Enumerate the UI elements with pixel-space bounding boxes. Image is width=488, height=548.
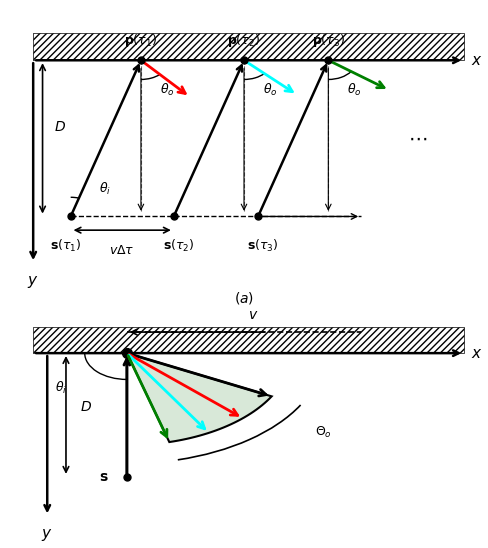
Text: $\mathbf{p}(\tau_1)$: $\mathbf{p}(\tau_1)$ bbox=[124, 32, 158, 49]
Polygon shape bbox=[127, 353, 272, 442]
Text: $\cdots$: $\cdots$ bbox=[407, 129, 427, 148]
Text: $\mathbf{s}(\tau_1)$: $\mathbf{s}(\tau_1)$ bbox=[50, 238, 82, 254]
Text: $v$: $v$ bbox=[248, 307, 259, 322]
Text: $y$: $y$ bbox=[27, 274, 39, 290]
Text: $\theta_o$: $\theta_o$ bbox=[160, 82, 174, 98]
Text: $\mathbf{s}$: $\mathbf{s}$ bbox=[99, 470, 108, 484]
Text: $D$: $D$ bbox=[54, 121, 66, 134]
Text: $\theta_o$: $\theta_o$ bbox=[263, 82, 277, 98]
Text: $\mathbf{p}(\tau_2)$: $\mathbf{p}(\tau_2)$ bbox=[227, 32, 261, 49]
Text: $\mathbf{s}(\tau_3)$: $\mathbf{s}(\tau_3)$ bbox=[247, 238, 279, 254]
Text: $y$: $y$ bbox=[41, 527, 53, 543]
Text: $\mathbf{s}(\tau_2)$: $\mathbf{s}(\tau_2)$ bbox=[163, 238, 194, 254]
Text: $x$: $x$ bbox=[471, 53, 483, 68]
Text: $(a)$: $(a)$ bbox=[234, 290, 254, 306]
Text: $D$: $D$ bbox=[80, 400, 92, 414]
Text: $\theta_o$: $\theta_o$ bbox=[347, 82, 362, 98]
Text: $x$: $x$ bbox=[471, 346, 483, 361]
Text: $\mathbf{p}(\tau_3)$: $\mathbf{p}(\tau_3)$ bbox=[312, 32, 345, 49]
Text: $v\Delta\tau$: $v\Delta\tau$ bbox=[109, 244, 135, 257]
Text: $\theta_i$: $\theta_i$ bbox=[99, 181, 111, 197]
Text: $\Theta_o$: $\Theta_o$ bbox=[315, 425, 332, 439]
Text: $\theta_i$: $\theta_i$ bbox=[55, 379, 67, 396]
